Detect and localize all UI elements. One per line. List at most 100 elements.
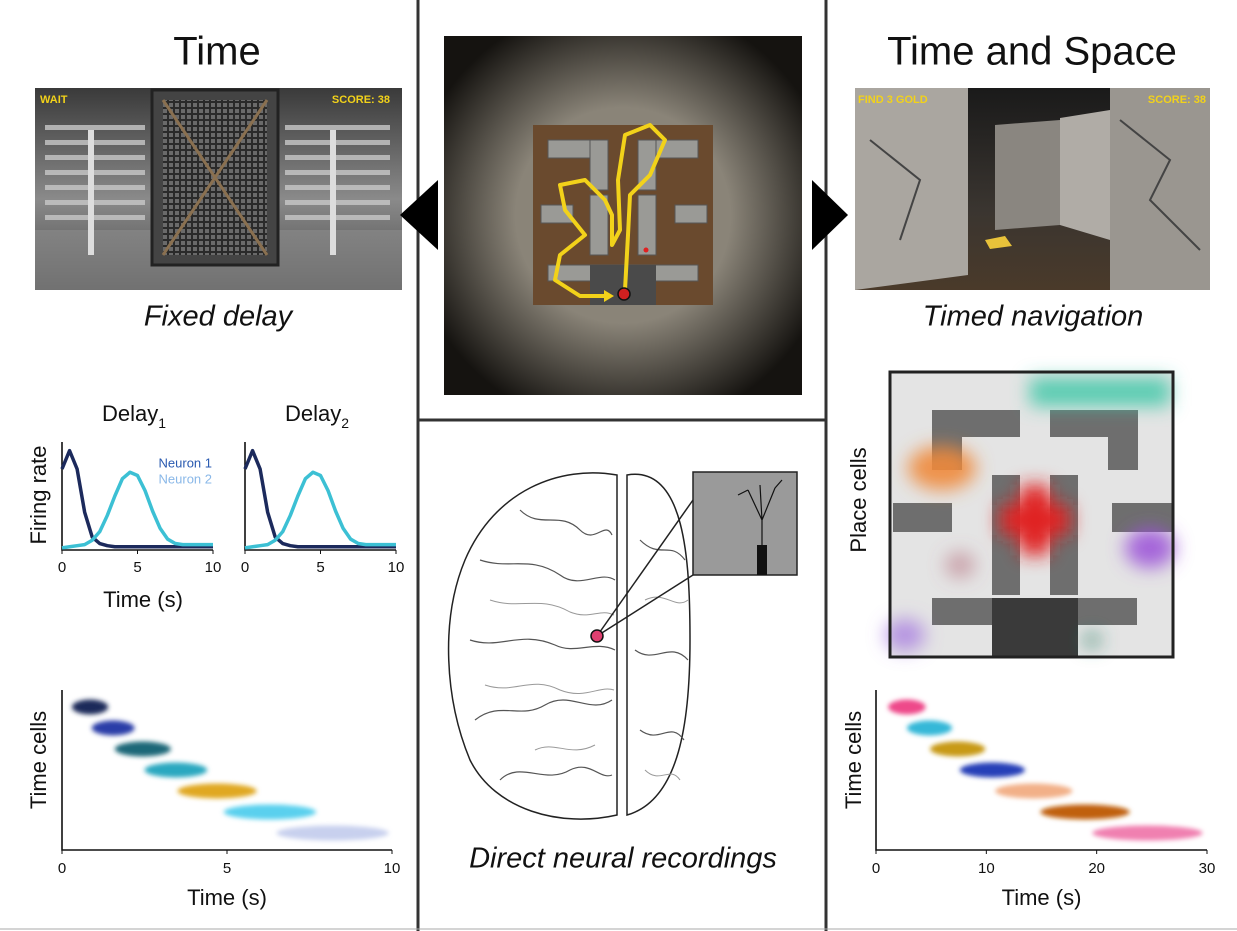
y-axis-label: Time cells: [841, 711, 866, 809]
time-cell-field: [1092, 826, 1202, 841]
brain-diagram-part-part: [485, 684, 614, 693]
arrow-right: [812, 180, 848, 250]
fixed-delay-screenshot-part-part: [285, 155, 390, 160]
time-cell-field: [115, 742, 171, 757]
brain-diagram-part: [470, 510, 688, 780]
fixed-delay-screenshot-part-part: [285, 215, 390, 220]
maze-overview-part: [618, 288, 630, 300]
center-caption: Direct neural recordings: [469, 843, 777, 875]
place-cell-map-part-part: [945, 552, 975, 578]
brain-diagram: [449, 472, 797, 819]
time-cell-field: [72, 700, 108, 715]
firing-curve: [245, 451, 396, 547]
brain-diagram-part-part: [520, 510, 612, 535]
brain-diagram-part-part: [490, 600, 614, 615]
brain-diagram-part: [449, 473, 617, 819]
brain-diagram-part-part: [645, 770, 680, 780]
x-tick-label: 10: [205, 559, 222, 576]
brain-diagram-part: [627, 474, 690, 815]
brain-diagram-part: [757, 545, 767, 575]
left-title: Time: [173, 30, 260, 74]
game-status: WAIT: [40, 94, 68, 106]
brain-diagram-part-part: [475, 700, 612, 720]
timed-navigation-screenshot: FIND 3 GOLD SCORE: 38: [855, 88, 1210, 290]
x-tick-label: 20: [1088, 860, 1105, 877]
place-cell-map-part-part: [1083, 632, 1101, 648]
brain-diagram-part: [693, 472, 797, 575]
panel-title-subscript: 2: [341, 415, 349, 431]
game-status: FIND 3 GOLD: [858, 94, 928, 106]
fixed-delay-screenshot-part: [88, 130, 94, 255]
place-cell-map-part-part: [1108, 410, 1138, 470]
x-tick-label: 5: [133, 559, 141, 576]
fixed-delay-screenshot-part-part: [45, 215, 145, 220]
x-tick-label: 5: [223, 860, 231, 877]
left-caption: Fixed delay: [144, 301, 294, 333]
panel-title-subscript: 1: [158, 415, 166, 431]
fixed-delay-screenshot-part-part: [285, 185, 390, 190]
x-tick-label: 30: [1199, 860, 1216, 877]
fixed-delay-screenshot-part: [330, 130, 336, 255]
panel-title: Delay2: [285, 401, 349, 431]
y-axis-label: Time cells: [26, 711, 51, 809]
x-tick-label: 10: [978, 860, 995, 877]
place-cell-map-part: [992, 598, 1078, 657]
x-tick-label: 0: [58, 860, 66, 877]
brain-diagram-part: [597, 500, 693, 636]
fixed-delay-screenshot-part-part: [45, 200, 145, 205]
time-cell-field: [92, 721, 135, 736]
maze-overview-part-part: [675, 205, 707, 223]
time-cell-field: [1040, 805, 1129, 820]
maze-overview: [444, 36, 802, 395]
x-tick-label: 0: [241, 559, 249, 576]
x-axis-label: Time (s): [1002, 885, 1082, 910]
brain-diagram-part-part: [535, 745, 595, 750]
maze-overview-part-part: [590, 140, 608, 190]
brain-diagram-part: [485, 597, 688, 780]
x-tick-label: 0: [58, 559, 66, 576]
time-cell-field: [178, 784, 257, 799]
panel-title-text: Delay: [285, 401, 341, 426]
time-cell-field: [907, 721, 952, 736]
legend-entry: Neuron 2: [159, 471, 212, 486]
right-title: Time and Space: [887, 30, 1177, 74]
time-cell-field: [277, 826, 389, 841]
x-tick-label: 0: [872, 860, 880, 877]
brain-diagram-part-part: [500, 767, 612, 780]
x-axis-label: Time (s): [187, 885, 267, 910]
fixed-delay-screenshot-part-part: [285, 170, 390, 175]
place-cell-map-part-part: [1125, 528, 1175, 568]
panel-title: Delay1: [102, 401, 166, 431]
maze-overview-part-part: [638, 195, 656, 255]
place-cell-map-part-part: [908, 446, 976, 490]
time-cell-field: [960, 763, 1025, 778]
place-cell-map-part-part: [893, 503, 952, 532]
fixed-delay-screenshot-part-part: [45, 125, 145, 130]
time-cell-field: [995, 784, 1072, 799]
brain-diagram-part-part: [635, 650, 688, 660]
time-cell-field: [930, 742, 985, 757]
game-score: SCORE: 38: [332, 94, 390, 106]
place-cell-map: [885, 372, 1175, 657]
timed-navigation-screenshot-part: [855, 88, 968, 290]
fixed-delay-screenshot-part-part: [45, 140, 145, 145]
fixed-delay-screenshot-part-part: [45, 155, 145, 160]
brain-diagram-part: [591, 630, 603, 642]
fixed-delay-screenshot-part-part: [285, 200, 390, 205]
fixed-delay-screenshot-part-part: [285, 140, 390, 145]
right-caption: Timed navigation: [923, 301, 1144, 333]
x-axis-label: Time (s): [103, 587, 183, 612]
time-cell-field: [224, 805, 316, 820]
fixed-delay-screenshot: WAIT SCORE: 38: [35, 88, 402, 290]
maze-overview-part: [644, 248, 649, 253]
y-axis-label: Firing rate: [26, 445, 51, 544]
place-cell-map-part-part: [1020, 485, 1050, 555]
fixed-delay-screenshot-part-part: [45, 170, 145, 175]
brain-diagram-part-part: [640, 730, 684, 740]
panel-title-text: Delay: [102, 401, 158, 426]
place-cell-map-part-part: [1030, 378, 1170, 406]
game-score: SCORE: 38: [1148, 94, 1206, 106]
brain-diagram-part-part: [480, 560, 615, 581]
x-tick-label: 10: [388, 559, 405, 576]
y-axis-label: Place cells: [846, 447, 871, 552]
